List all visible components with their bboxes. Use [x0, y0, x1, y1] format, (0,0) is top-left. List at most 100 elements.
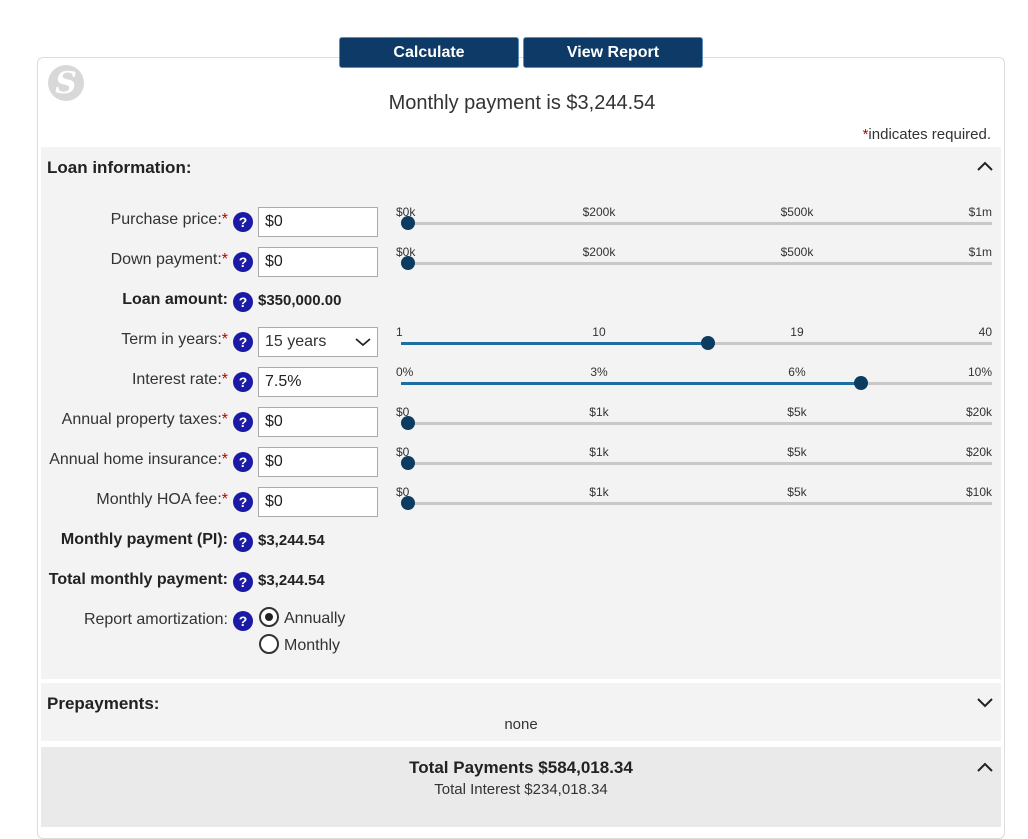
annual-property-taxes-label: Annual property taxes:* [62, 411, 228, 429]
slider-tick-label: $5k [787, 485, 807, 499]
loan-amount-label-text: Loan amount: [122, 291, 228, 308]
required-star: * [221, 251, 228, 268]
annual-property-taxes-slider[interactable]: $0 $1k $5k $20k [395, 405, 992, 438]
required-star: * [221, 451, 228, 468]
chevron-up-icon[interactable] [976, 160, 994, 172]
slider-thumb[interactable] [401, 216, 415, 230]
down-payment-label-text: Down payment: [110, 251, 222, 268]
slider-thumb[interactable] [401, 256, 415, 270]
loan-information-title: Loan information: [47, 158, 192, 177]
slider-tick-label: 19 [790, 325, 804, 339]
down-payment-input[interactable] [258, 247, 378, 277]
annual-home-insurance-input[interactable] [258, 447, 378, 477]
required-star: * [221, 331, 228, 348]
help-icon[interactable]: ? [233, 372, 253, 392]
slider-tick-label: $1m [968, 245, 992, 259]
annual-home-insurance-slider[interactable]: $0 $1k $5k $20k [395, 445, 992, 478]
slider-thumb[interactable] [853, 376, 868, 390]
slider-tick-label: $500k [780, 245, 814, 259]
slider-tick-label: 0% [396, 365, 414, 379]
purchase-price-label-text: Purchase price: [110, 211, 222, 228]
slider-fill [401, 382, 860, 385]
slider-tick-label: $1k [589, 445, 609, 459]
help-icon[interactable]: ? [233, 212, 253, 232]
loan-information-section [41, 147, 1001, 679]
total-monthly-payment-label-text: Total monthly payment: [48, 571, 228, 588]
view-report-button[interactable]: View Report [523, 37, 703, 68]
total-payments: Total Payments $584,018.34 [409, 758, 633, 777]
slider-tick-label: $0 [396, 445, 410, 459]
total-interest: Total Interest $234,018.34 [434, 781, 608, 798]
monthly-payment-headline: Monthly payment is $3,244.54 [388, 92, 656, 114]
help-icon[interactable]: ? [233, 452, 253, 472]
slider-thumb[interactable] [401, 416, 415, 430]
down-payment-label: Down payment:* [111, 251, 228, 269]
total-monthly-payment-value: $3,244.54 [258, 572, 325, 589]
radio-monthly-label[interactable]: Monthly [284, 637, 341, 654]
radio-annually-label[interactable]: Annually [284, 610, 346, 627]
interest-rate-input[interactable] [258, 367, 378, 397]
slider-tick-label: $200k [582, 205, 616, 219]
term-in-years-slider[interactable]: 1 10 19 40 [395, 325, 992, 358]
term-in-years-label-text: Term in years: [121, 331, 222, 348]
help-icon[interactable]: ? [233, 611, 253, 631]
slider-tick-label: 3% [590, 365, 608, 379]
slider-tick-label: $1k [589, 405, 609, 419]
slider-tick-label: $1m [968, 205, 992, 219]
monthly-payment-pi-label-text: Monthly payment (PI): [60, 531, 228, 548]
term-in-years-label: Term in years:* [121, 331, 228, 349]
chevron-down-icon [355, 338, 371, 347]
help-icon[interactable]: ? [233, 252, 253, 272]
chevron-up-icon[interactable] [976, 761, 994, 773]
monthly-payment-pi-label: Monthly payment (PI): [61, 531, 228, 549]
annual-property-taxes-input[interactable] [258, 407, 378, 437]
slider-thumb[interactable] [401, 456, 415, 470]
prepayments-value: none [504, 716, 538, 733]
prepayments-section [41, 683, 1001, 741]
slider-thumb[interactable] [701, 336, 716, 350]
help-icon[interactable]: ? [233, 292, 253, 312]
required-star: * [221, 411, 228, 428]
purchase-price-label: Purchase price:* [111, 211, 228, 229]
help-icon[interactable]: ? [233, 492, 253, 512]
slider-tick-label: $500k [780, 205, 814, 219]
slider-tick-label: $0k [396, 205, 416, 219]
annual-home-insurance-label: Annual home insurance:* [49, 451, 228, 469]
required-star: * [221, 211, 228, 228]
help-icon[interactable]: ? [233, 412, 253, 432]
term-select[interactable]: 15 years [258, 327, 378, 357]
required-star: * [862, 126, 869, 143]
help-icon[interactable]: ? [233, 572, 253, 592]
required-text: indicates required. [868, 126, 991, 143]
monthly-hoa-fee-label-text: Monthly HOA fee: [96, 491, 222, 508]
required-star: * [221, 491, 228, 508]
slider-thumb[interactable] [401, 496, 415, 510]
loan-amount-label: Loan amount: [122, 291, 228, 309]
slider-track [401, 222, 992, 225]
slider-track [401, 462, 992, 465]
down-payment-slider[interactable]: $0k $200k $500k $1m [395, 245, 992, 278]
slider-tick-label: 6% [788, 365, 806, 379]
slider-tick-label: 10 [592, 325, 606, 339]
purchase-price-input[interactable] [258, 207, 378, 237]
annual-property-taxes-label-text: Annual property taxes: [61, 411, 222, 428]
slider-tick-label: $20k [965, 405, 992, 419]
monthly-hoa-fee-slider[interactable]: $0 $1k $5k $10k [395, 485, 992, 518]
interest-rate-slider[interactable]: 0% 3% 6% 10% [395, 365, 992, 398]
radio-annually[interactable] [259, 607, 279, 627]
help-icon[interactable]: ? [233, 532, 253, 552]
chevron-down-icon[interactable] [976, 696, 994, 708]
annual-home-insurance-label-text: Annual home insurance: [49, 451, 222, 468]
calculate-button[interactable]: Calculate [339, 37, 519, 68]
monthly-hoa-fee-input[interactable] [258, 487, 378, 517]
interest-rate-label: Interest rate:* [132, 371, 228, 389]
slider-tick-label: $200k [582, 245, 616, 259]
term-select-value: 15 years [265, 333, 327, 350]
loan-amount-value: $350,000.00 [258, 292, 342, 309]
radio-monthly[interactable] [259, 634, 279, 654]
help-icon[interactable]: ? [233, 332, 253, 352]
slider-tick-label: $0 [396, 485, 410, 499]
purchase-price-slider[interactable]: $0k $200k $500k $1m [395, 205, 992, 238]
slider-tick-label: $5k [787, 405, 807, 419]
monthly-hoa-fee-label: Monthly HOA fee:* [96, 491, 228, 509]
